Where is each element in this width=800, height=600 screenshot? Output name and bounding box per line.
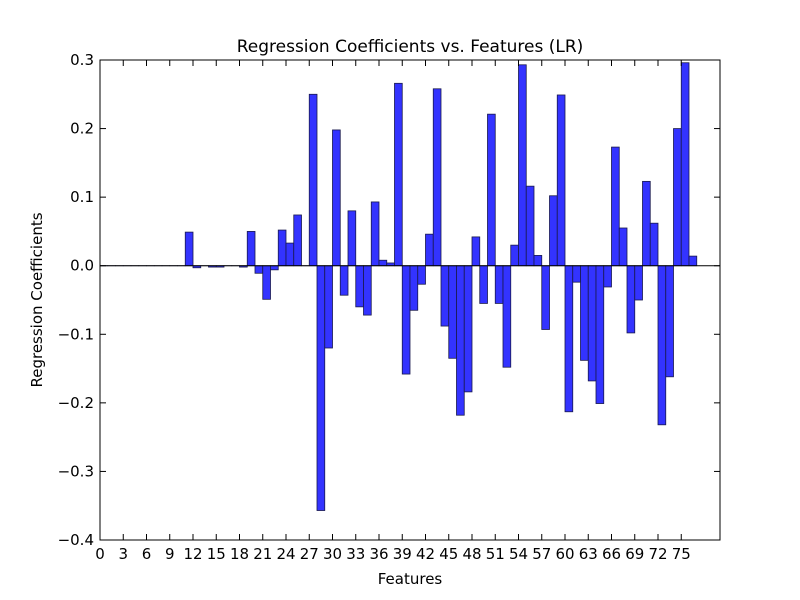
bar-feature-59 (556, 94, 566, 267)
bar-feature-24 (285, 242, 295, 267)
x-tick-label: 36 (369, 545, 388, 563)
x-tick-label: 57 (532, 545, 551, 563)
x-tick-label: 0 (95, 545, 105, 563)
bar-feature-36 (378, 259, 388, 267)
x-tick-label: 30 (323, 545, 342, 563)
bar-feature-21 (262, 265, 271, 300)
bar-feature-56 (533, 255, 543, 267)
bar-feature-38 (394, 82, 403, 267)
bar-feature-55 (525, 185, 535, 267)
bar-feature-44 (440, 265, 450, 327)
plot-frame (99, 59, 721, 541)
bar-feature-22 (270, 265, 279, 271)
bar-feature-40 (409, 265, 419, 311)
y-tick-label: 0.2 (70, 120, 94, 138)
y-tick-label: 0.0 (70, 257, 94, 275)
bar-feature-41 (417, 265, 426, 285)
bar-feature-49 (479, 265, 488, 304)
bar-feature-53 (510, 244, 519, 267)
x-tick-label: 15 (207, 545, 226, 563)
bar-feature-73 (665, 265, 674, 378)
x-tick-label: 60 (555, 545, 574, 563)
bar-feature-35 (370, 201, 380, 267)
bar-feature-25 (293, 214, 302, 267)
y-tick-label: −0.4 (58, 531, 94, 549)
bar-feature-54 (518, 64, 527, 267)
x-axis-title: Features (378, 570, 443, 588)
y-tick-label: −0.1 (58, 325, 94, 343)
x-tick-label: 42 (416, 545, 435, 563)
bar-feature-62 (580, 265, 589, 361)
bar-feature-42 (425, 233, 434, 267)
bar-feature-34 (363, 265, 372, 316)
bar-feature-46 (456, 265, 465, 416)
x-tick-label: 48 (462, 545, 481, 563)
bar-feature-74 (673, 128, 682, 267)
bar-feature-72 (657, 265, 667, 426)
bar-feature-11 (184, 231, 194, 267)
bar-feature-60 (564, 265, 574, 413)
bar-feature-39 (401, 265, 411, 375)
bar-feature-67 (618, 227, 628, 267)
bar-feature-30 (332, 129, 341, 267)
y-tick-label: −0.3 (58, 462, 94, 480)
x-tick-label: 6 (142, 545, 152, 563)
bar-feature-64 (595, 265, 605, 404)
x-tick-label: 12 (183, 545, 202, 563)
bar-feature-63 (587, 265, 597, 382)
bar-feature-76 (688, 255, 698, 267)
bar-feature-32 (347, 210, 357, 267)
bar-feature-51 (494, 265, 504, 304)
x-tick-label: 72 (648, 545, 667, 563)
x-tick-label: 63 (579, 545, 598, 563)
x-tick-label: 45 (439, 545, 458, 563)
y-tick-label: 0.1 (70, 188, 94, 206)
bar-feature-48 (471, 236, 481, 267)
bar-feature-50 (487, 113, 496, 267)
x-tick-label: 54 (509, 545, 528, 563)
x-tick-label: 3 (118, 545, 128, 563)
bar-feature-28 (316, 265, 326, 511)
bar-feature-71 (649, 222, 659, 267)
bar-feature-23 (277, 229, 287, 267)
bar-feature-29 (324, 265, 333, 349)
x-tick-label: 21 (253, 545, 272, 563)
bar-feature-66 (611, 146, 620, 267)
bar-feature-57 (541, 265, 550, 330)
x-tick-label: 27 (300, 545, 319, 563)
bar-feature-69 (634, 265, 643, 301)
x-tick-label: 33 (346, 545, 365, 563)
bar-feature-65 (603, 265, 612, 288)
bar-feature-52 (502, 265, 512, 368)
bar-feature-47 (463, 265, 473, 393)
bar-feature-31 (339, 265, 349, 296)
x-tick-label: 18 (230, 545, 249, 563)
y-axis: −0.4 −0.3 −0.2 −0.1 0.0 0.1 0.2 0.3 (58, 51, 720, 549)
bar-feature-20 (254, 265, 264, 274)
bar-feature-58 (549, 195, 558, 267)
x-tick-label: 9 (165, 545, 175, 563)
bar-feature-43 (432, 88, 442, 267)
x-axis: 0 3 6 9 12 15 18 21 24 27 30 33 36 39 42 45 48 51 54 57 60 63… (95, 60, 691, 563)
y-axis-title: Regression Coefficients (28, 212, 46, 387)
x-tick-label: 39 (393, 545, 412, 563)
bar-feature-61 (572, 265, 581, 283)
bar-feature-19 (246, 231, 256, 267)
bars-group (99, 62, 698, 511)
y-tick-label: 0.3 (70, 51, 94, 69)
bar-feature-27 (308, 93, 318, 267)
bar-feature-70 (642, 180, 651, 267)
x-tick-label: 24 (276, 545, 295, 563)
bar-feature-33 (355, 265, 364, 308)
x-tick-label: 66 (602, 545, 621, 563)
chart-title: Regression Coefficients vs. Features (LR… (237, 37, 584, 57)
bar-feature-45 (448, 265, 457, 359)
bar-feature-75 (680, 62, 690, 267)
bar-feature-68 (626, 265, 636, 334)
x-tick-label: 51 (486, 545, 505, 563)
y-tick-label: −0.2 (58, 394, 94, 412)
x-tick-label: 75 (672, 545, 691, 563)
x-tick-label: 69 (625, 545, 644, 563)
